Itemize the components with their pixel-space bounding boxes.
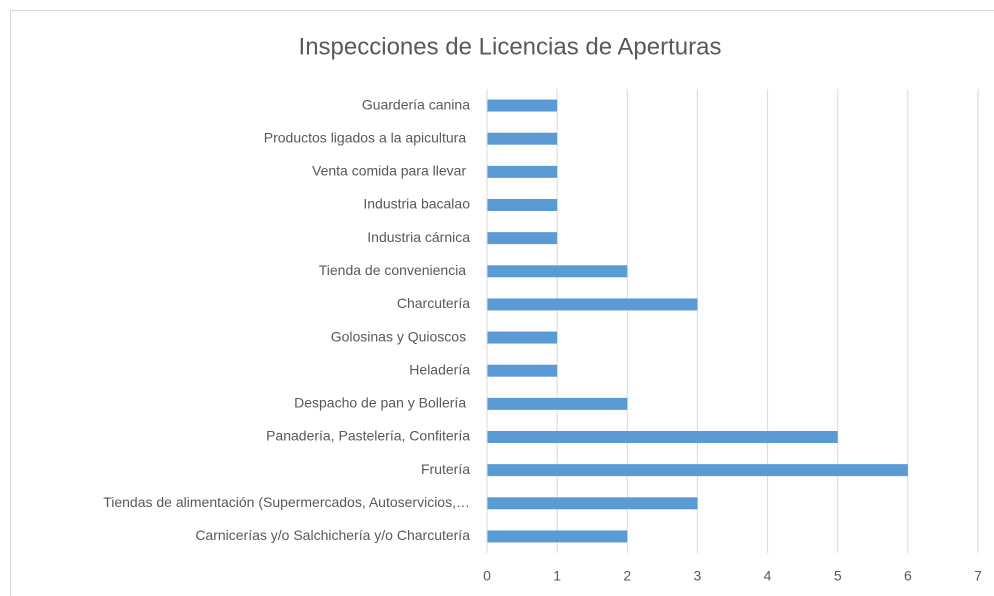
y-tick-label: Tiendas de alimentación (Supermercados, … [103,494,470,510]
y-tick-label: Productos ligados a la apicultura [264,129,470,145]
bar [487,364,558,377]
y-tick-label: Industria cárnica [367,229,470,245]
bar [487,464,908,477]
y-tick-label: Carnicerías y/o Salchichería y/o Charcut… [195,527,470,543]
x-tick-label: 2 [623,568,631,584]
bar [487,199,558,211]
chart-title: Inspecciones de Licencias de Aperturas [299,33,722,60]
y-tick-label: Industria bacalao [363,196,470,212]
bar [487,298,698,311]
y-tick-label: Venta comida para llevar [312,163,470,179]
x-tick-label: 5 [834,568,842,584]
bar [487,397,628,410]
x-tick-label: 1 [553,568,561,584]
bar [487,132,558,145]
y-tick-label: Despacho de pan y Bollería [294,395,470,411]
x-tick-label: 4 [764,568,772,584]
bar [487,232,558,245]
bar [487,431,838,443]
bar [487,530,628,543]
y-tick-label: Panadería, Pastelería, Confitería [266,428,470,444]
bar [487,165,558,178]
bar [487,331,558,344]
bar [487,265,628,278]
x-tick-label: 6 [904,568,912,584]
x-tick-label: 7 [974,568,982,584]
y-tick-label: Heladería [409,361,470,377]
y-tick-label: Charcutería [397,295,470,311]
bar [487,497,698,510]
x-tick-label: 3 [694,568,702,584]
y-tick-label: Guardería canina [362,96,470,112]
y-tick-label: Tienda de conveniencia [319,262,470,278]
x-tick-label: 0 [483,568,491,584]
bar [487,99,558,112]
y-tick-label: Golosinas y Quioscos [331,328,470,344]
y-tick-label: Frutería [421,461,470,477]
